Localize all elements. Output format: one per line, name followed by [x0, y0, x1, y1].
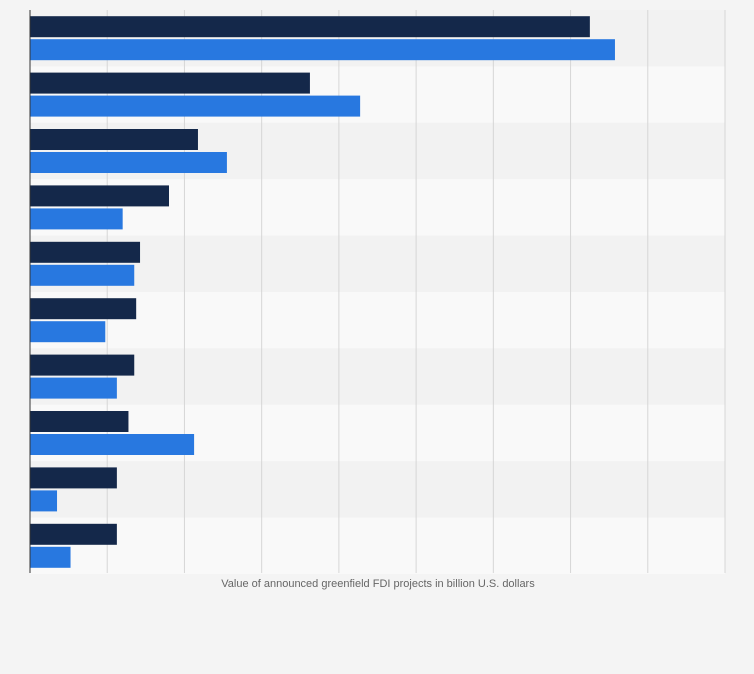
bar-series-1	[30, 490, 58, 512]
bar-series-0	[30, 72, 310, 94]
bar-series-1	[30, 546, 71, 568]
bar-series-1	[30, 208, 123, 230]
bar-series-1	[30, 377, 117, 399]
bar-series-0	[30, 523, 117, 545]
bar-series-1	[30, 152, 227, 173]
bar-series-0	[30, 411, 129, 432]
bar-series-0	[30, 354, 135, 376]
row-band	[30, 235, 725, 292]
x-axis-label: Value of announced greenfield FDI projec…	[221, 578, 535, 590]
row-band	[30, 461, 725, 518]
bar-series-1	[30, 264, 135, 286]
bar-series-1	[30, 95, 361, 117]
row-bands	[30, 10, 725, 574]
bar-series-0	[30, 129, 198, 150]
bars	[30, 16, 615, 568]
bar-series-0	[30, 241, 141, 263]
bar-series-0	[30, 467, 117, 489]
bar-series-0	[30, 185, 169, 207]
bar-series-0	[30, 298, 137, 320]
bar-series-0	[30, 16, 590, 38]
bar-series-1	[30, 39, 615, 61]
row-band	[30, 292, 725, 349]
row-band	[30, 517, 725, 574]
bar-series-1	[30, 434, 195, 455]
row-band	[30, 348, 725, 405]
bar-series-1	[30, 321, 106, 343]
